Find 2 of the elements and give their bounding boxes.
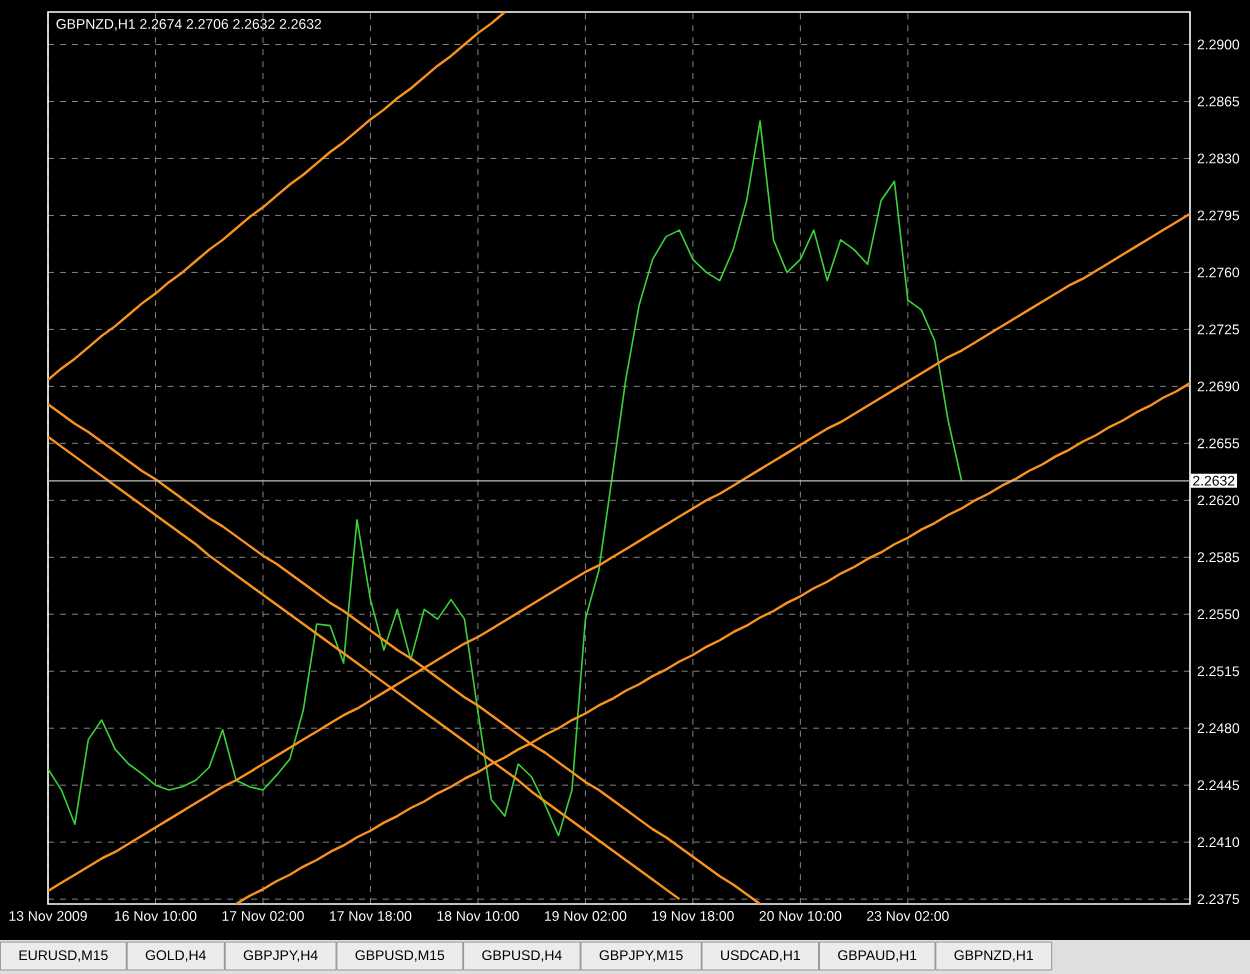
line-series [46, 10, 506, 382]
line-series [47, 120, 963, 837]
